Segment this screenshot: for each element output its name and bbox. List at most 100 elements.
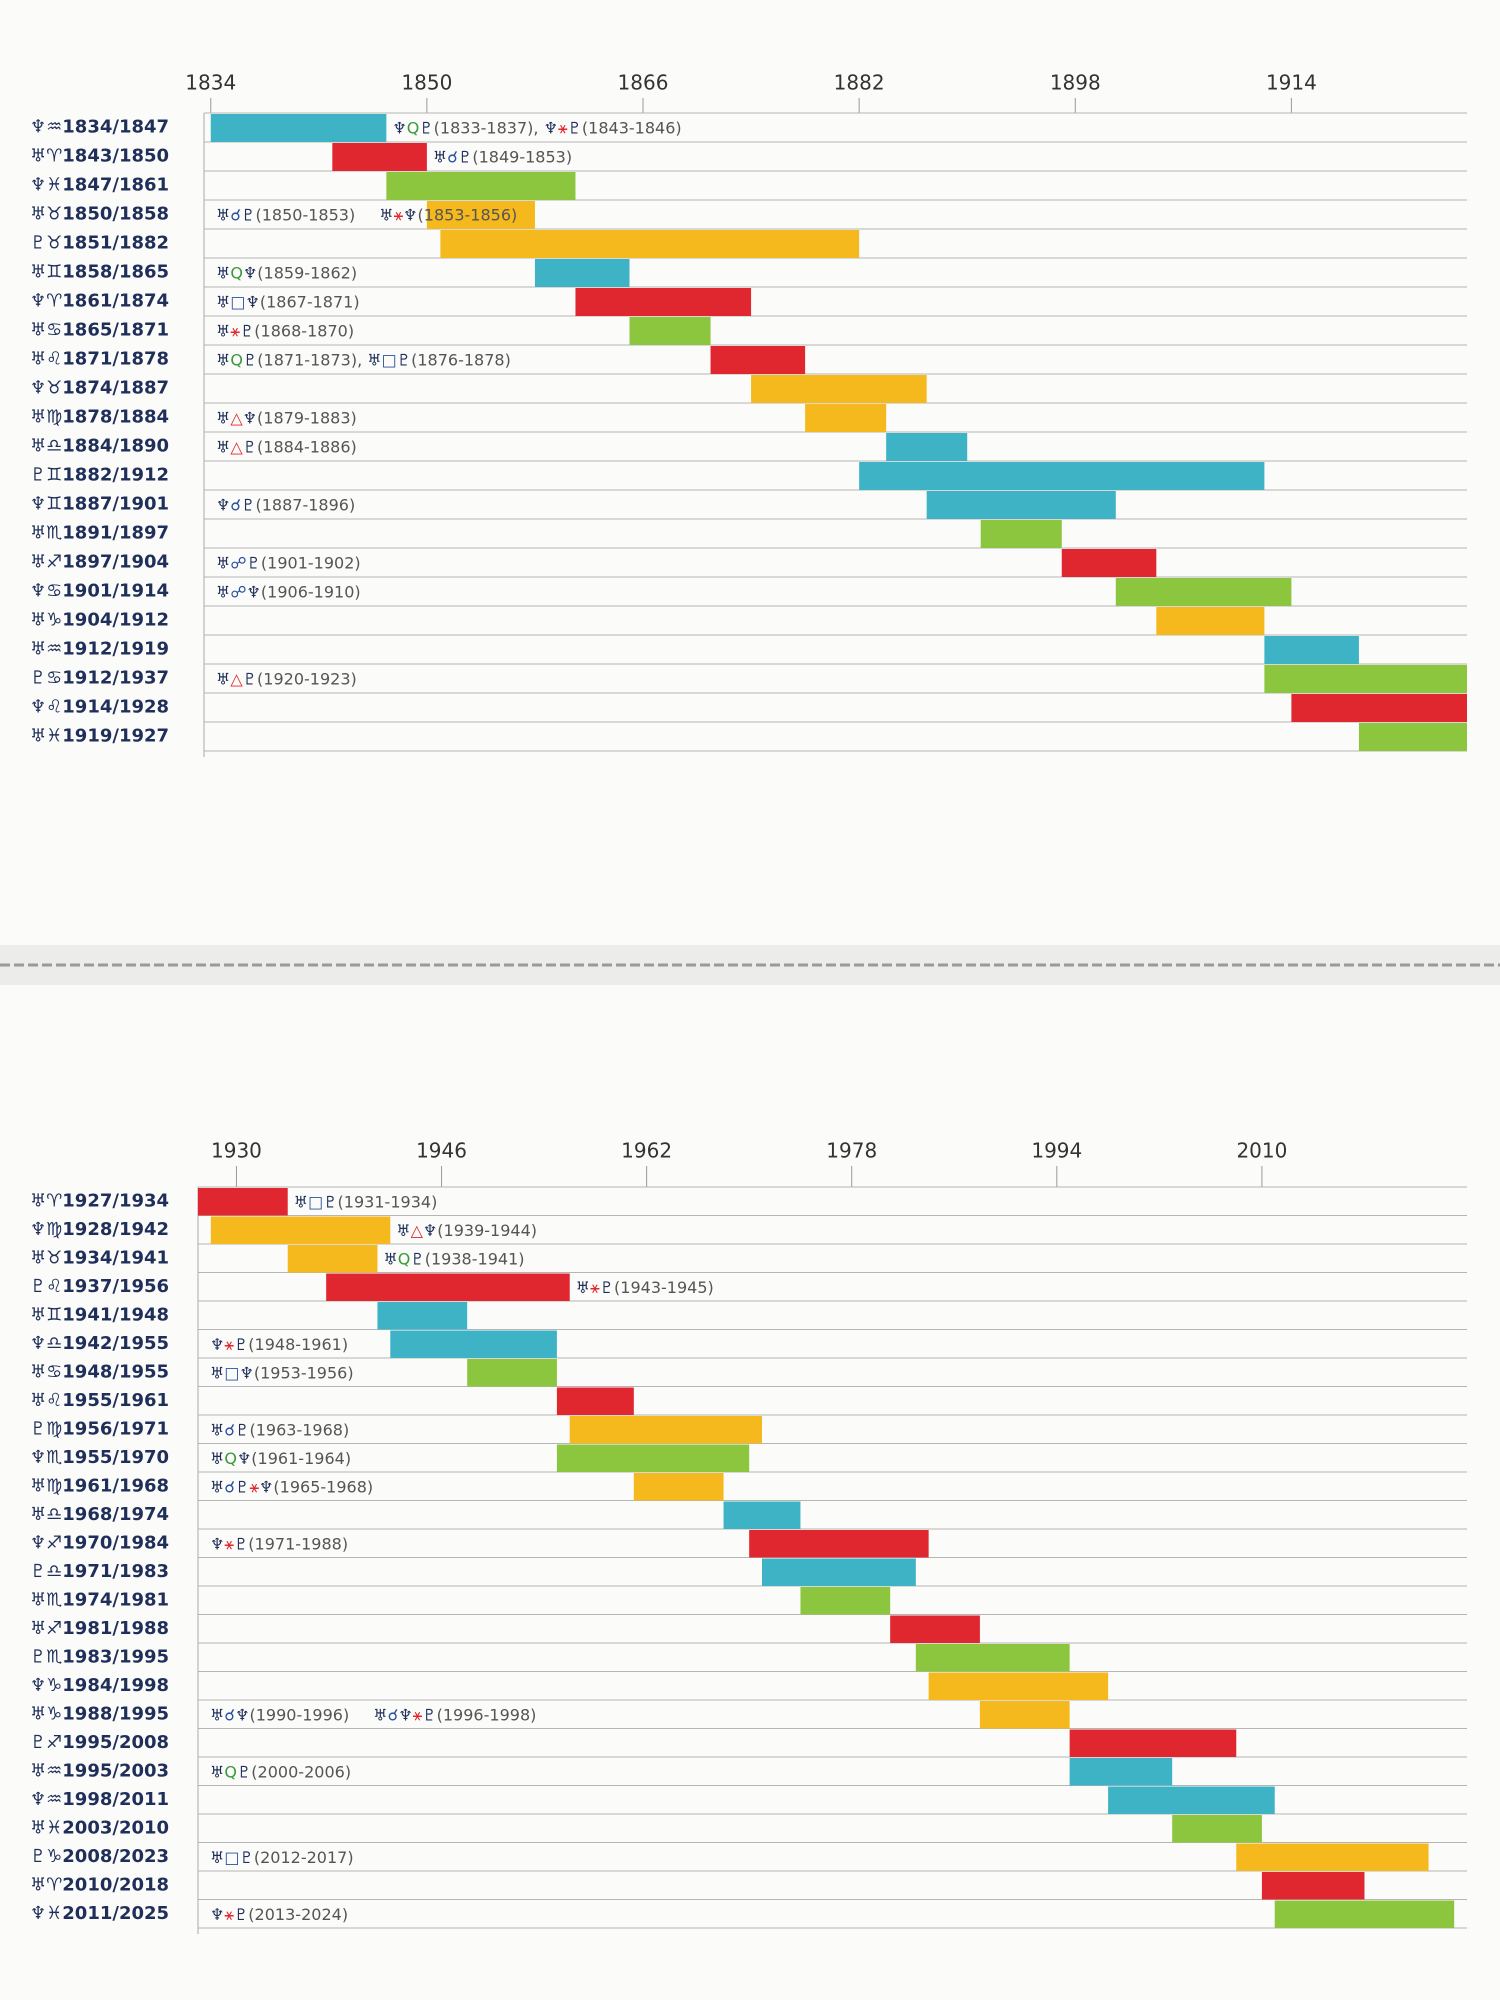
row-label: ♇♐1995/2008 xyxy=(30,1732,169,1753)
bar xyxy=(377,1302,468,1330)
row-label: ♅♓2003/2010 xyxy=(30,1817,169,1838)
bar xyxy=(556,1444,750,1472)
bar xyxy=(556,1387,634,1415)
bar xyxy=(210,1216,391,1244)
bar xyxy=(926,491,1116,519)
row-label: ♅♈1843/1850 xyxy=(30,146,169,167)
bar xyxy=(890,1615,980,1643)
row-label: ♅♉1934/1941 xyxy=(30,1247,169,1268)
bar xyxy=(386,172,576,200)
x-tick-label: 1946 xyxy=(416,1139,467,1163)
bar xyxy=(751,375,927,403)
row-label: ♇♑2008/2023 xyxy=(30,1846,169,1867)
row-label: ♅♌1871/1878 xyxy=(30,349,169,370)
x-tick-label: 1898 xyxy=(1050,71,1101,95)
bar xyxy=(1264,636,1359,664)
x-tick-label: 1994 xyxy=(1031,1139,1082,1163)
row-label: ♆♋1901/1914 xyxy=(30,581,169,602)
x-tick-label: 1962 xyxy=(621,1139,672,1163)
bar xyxy=(326,1273,570,1301)
row-label: ♇♋1912/1937 xyxy=(30,668,169,689)
aspect-note: ♅□♆(1953-1956) xyxy=(210,1363,354,1382)
aspect-note: ♅△♇(1884-1886) xyxy=(216,437,357,456)
x-tick-label: 1834 xyxy=(185,71,236,95)
row-label: ♆♒1998/2011 xyxy=(30,1789,169,1810)
row-label: ♇♍1956/1971 xyxy=(30,1418,169,1439)
row-label: ♇♌1937/1956 xyxy=(30,1276,169,1297)
aspect-note: ♅Q♇(1938-1941) xyxy=(383,1249,524,1268)
aspect-note: ♅☍♆(1906-1910) xyxy=(216,582,361,601)
x-tick-label: 2010 xyxy=(1236,1139,1287,1163)
bar xyxy=(390,1330,557,1358)
bar xyxy=(629,317,711,345)
x-tick-label: 1882 xyxy=(834,71,885,95)
aspect-note: ♅☌♇⚹♆(1965-1968) xyxy=(210,1477,373,1496)
row-label: ♆♉1874/1887 xyxy=(30,378,169,399)
row-label: ♅♌1955/1961 xyxy=(30,1390,169,1411)
aspect-note: ♅☌♇(1963-1968) xyxy=(210,1420,349,1439)
bar xyxy=(1069,1758,1173,1786)
x-tick-label: 1914 xyxy=(1266,71,1317,95)
bar xyxy=(762,1558,916,1586)
bar xyxy=(1156,607,1265,635)
bar xyxy=(569,1416,762,1444)
aspect-note: ♅□♇(2012-2017) xyxy=(210,1847,354,1866)
row-label: ♆♊1887/1901 xyxy=(30,494,169,515)
aspect-note: ♅△♆(1879-1883) xyxy=(216,408,357,427)
aspect-note: ♅Q♆(1859-1862) xyxy=(216,263,357,282)
aspect-note: ♅Q♇(2000-2006) xyxy=(210,1762,351,1781)
aspect-note: ♅☌♇(1850-1853) xyxy=(216,205,355,224)
bar xyxy=(1115,578,1292,606)
row-label: ♆♐1970/1984 xyxy=(30,1532,169,1553)
row-label: ♆♓1847/1861 xyxy=(30,175,169,196)
row-label: ♅♋1865/1871 xyxy=(30,320,169,341)
bar xyxy=(1358,723,1467,751)
bar xyxy=(979,1701,1070,1729)
aspect-note: ♅⚹♆(1853-1856) xyxy=(379,205,517,224)
bar xyxy=(534,259,630,287)
row-label: ♆♒1834/1847 xyxy=(30,117,169,138)
aspect-note: ♅Q♆(1961-1964) xyxy=(210,1448,351,1467)
row-label: ♆♍1928/1942 xyxy=(30,1219,169,1240)
aspect-note: ♅☌♆⚹♇(1996-1998) xyxy=(373,1705,536,1724)
row-label: ♅♏1891/1897 xyxy=(30,523,169,544)
bar xyxy=(440,230,860,258)
aspect-note: ♅☌♇(1849-1853) xyxy=(433,147,572,166)
row-label: ♅♈2010/2018 xyxy=(30,1874,169,1895)
bar xyxy=(426,201,535,229)
aspect-note: ♅⚹♇(1943-1945) xyxy=(576,1277,714,1296)
row-label: ♆♎1942/1955 xyxy=(30,1333,169,1354)
aspect-note: ♅☍♇(1901-1902) xyxy=(216,553,361,572)
row-label: ♅♑1904/1912 xyxy=(30,610,169,631)
row-label: ♆♏1955/1970 xyxy=(30,1447,169,1468)
row-label: ♇♏1983/1995 xyxy=(30,1646,169,1667)
bar xyxy=(1069,1729,1237,1757)
bar xyxy=(332,143,427,171)
bar xyxy=(1108,1786,1275,1814)
aspect-note: ♅⚹♇(1868-1870) xyxy=(216,321,354,340)
bar xyxy=(210,114,387,142)
row-label: ♆♌1914/1928 xyxy=(30,697,169,718)
bar xyxy=(1172,1815,1262,1843)
bar xyxy=(1264,665,1467,693)
row-label: ♅♒1912/1919 xyxy=(30,639,169,660)
row-label: ♆♑1984/1998 xyxy=(30,1675,169,1696)
aspect-note: ♅☌♆(1990-1996) xyxy=(210,1705,349,1724)
row-label: ♅♊1941/1948 xyxy=(30,1304,169,1325)
aspect-note: ♆⚹♇(2013-2024) xyxy=(210,1904,348,1923)
bar xyxy=(723,1501,801,1529)
row-label: ♅♉1850/1858 xyxy=(30,204,169,225)
x-tick-label: 1850 xyxy=(401,71,452,95)
bar xyxy=(749,1530,929,1558)
bar xyxy=(915,1644,1070,1672)
bar xyxy=(633,1473,724,1501)
row-label: ♅♏1974/1981 xyxy=(30,1589,169,1610)
bar xyxy=(1236,1843,1429,1871)
row-label: ♅♐1981/1988 xyxy=(30,1618,169,1639)
bar xyxy=(575,288,752,316)
row-label: ♅♊1858/1865 xyxy=(30,262,169,283)
row-label: ♅♈1927/1934 xyxy=(30,1190,169,1211)
row-label: ♅♎1884/1890 xyxy=(30,436,169,457)
x-tick-label: 1866 xyxy=(618,71,669,95)
